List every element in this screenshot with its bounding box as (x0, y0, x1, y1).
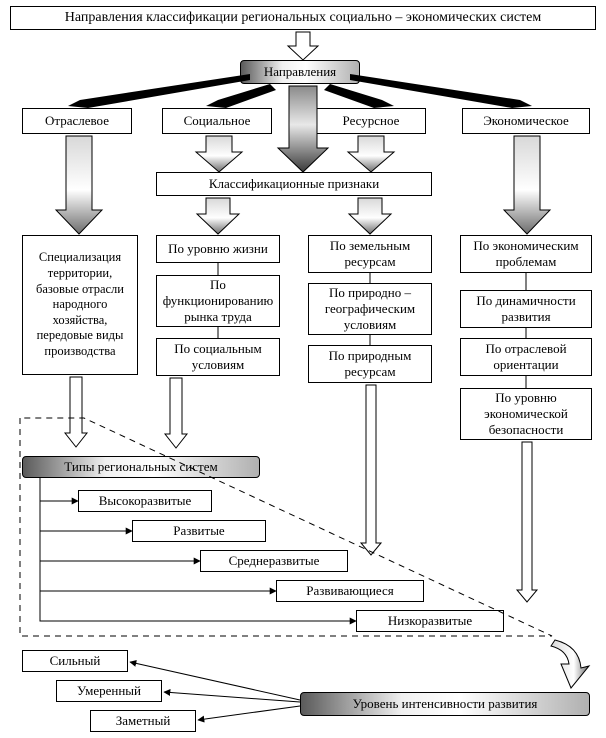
type-4: Развивающиеся (276, 580, 424, 602)
directions-header: Направления (240, 60, 360, 84)
c3-b: По природно – географическим условиям (308, 283, 432, 335)
c2-c: По социальным условиям (156, 338, 280, 376)
c4-b: По динамичности развития (460, 290, 592, 328)
dir-socialnoe: Социальное (162, 108, 272, 134)
lvl-arr-3 (198, 706, 300, 720)
grad-arrow-k3 (349, 198, 391, 234)
c4-d: По уровню экономической безопасности (460, 388, 592, 440)
level-2: Умеренный (56, 680, 162, 702)
grad-arrow-k2 (197, 198, 239, 234)
c4-c: По отраслевой ориентации (460, 338, 592, 376)
c2-b: По функционированию рынка труда (156, 275, 280, 327)
grad-arrow-3 (348, 136, 394, 172)
type-1: Высокоразвитые (78, 490, 212, 512)
level-1: Сильный (22, 650, 128, 672)
arrow-title-to-naprav (288, 32, 318, 60)
lvl-arr-2 (164, 692, 300, 702)
title-box: Направления классификации региональных с… (10, 6, 596, 30)
grad-arrow-4 (504, 136, 550, 234)
oarrow-c2 (165, 378, 187, 448)
klass-header: Классификационные признаки (156, 172, 432, 196)
grad-arrow-2 (196, 136, 242, 172)
types-header: Типы региональных систем (22, 456, 260, 478)
fan-4 (350, 74, 532, 108)
oarrow-c1 (65, 377, 87, 447)
fan-1 (68, 74, 250, 108)
oarrow-c4 (517, 442, 537, 602)
level-header: Уровень интенсивности развития (300, 692, 590, 716)
type-2: Развитые (132, 520, 266, 542)
dash-region (20, 418, 552, 636)
c3-c: По природным ресурсам (308, 345, 432, 383)
c3-a: По земельным ресурсам (308, 235, 432, 273)
c1-spec: Специализация территории, базовые отрасл… (22, 235, 138, 375)
level-3: Заметный (90, 710, 196, 732)
oarrow-c3 (361, 385, 381, 555)
type-5: Низкоразвитые (356, 610, 504, 632)
fan-3 (324, 84, 394, 108)
type-3: Среднеразвитые (200, 550, 348, 572)
dir-otraslevoe: Отраслевое (22, 108, 132, 134)
dir-resursnoe: Ресурсное (316, 108, 426, 134)
dir-ekonomicheskoe: Экономическое (462, 108, 590, 134)
grad-arrow-1 (56, 136, 102, 234)
c4-a: По экономическим проблемам (460, 235, 592, 273)
fan-2 (206, 84, 276, 108)
c2-a: По уровню жизни (156, 235, 280, 263)
curved-arrow (551, 640, 589, 688)
